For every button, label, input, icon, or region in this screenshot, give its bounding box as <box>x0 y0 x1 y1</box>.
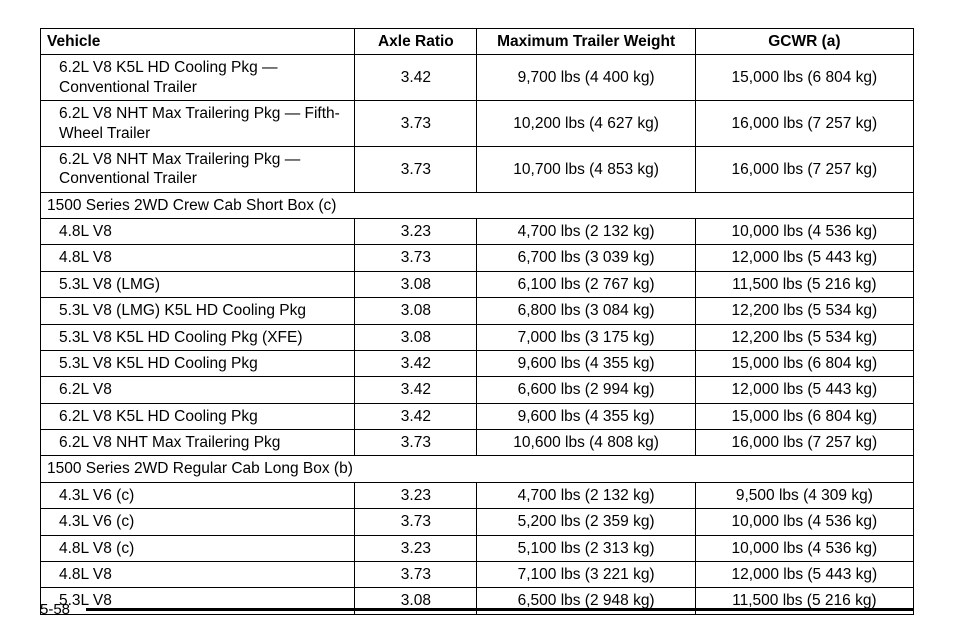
cell-axle: 3.42 <box>355 55 477 101</box>
cell-vehicle: 5.3L V8 K5L HD Cooling Pkg <box>41 350 355 376</box>
cell-gcwr: 16,000 lbs (7 257 kg) <box>695 146 913 192</box>
cell-axle: 3.08 <box>355 324 477 350</box>
cell-gcwr: 9,500 lbs (4 309 kg) <box>695 482 913 508</box>
cell-axle: 3.73 <box>355 561 477 587</box>
table-row: 6.2L V8 K5L HD Cooling Pkg — Conventiona… <box>41 55 914 101</box>
table-row: 4.3L V6 (c)3.735,200 lbs (2 359 kg)10,00… <box>41 509 914 535</box>
cell-vehicle: 6.2L V8 K5L HD Cooling Pkg — Conventiona… <box>41 55 355 101</box>
cell-axle: 3.73 <box>355 101 477 147</box>
cell-vehicle: 6.2L V8 NHT Max Trailering Pkg — Convent… <box>41 146 355 192</box>
cell-axle: 3.73 <box>355 245 477 271</box>
table-row: 4.3L V6 (c)3.234,700 lbs (2 132 kg)9,500… <box>41 482 914 508</box>
cell-gcwr: 10,000 lbs (4 536 kg) <box>695 535 913 561</box>
cell-vehicle: 6.2L V8 <box>41 377 355 403</box>
cell-axle: 3.23 <box>355 535 477 561</box>
header-trailer: Maximum Trailer Weight <box>477 29 695 55</box>
cell-vehicle: 6.2L V8 K5L HD Cooling Pkg <box>41 403 355 429</box>
cell-trailer: 5,200 lbs (2 359 kg) <box>477 509 695 535</box>
cell-trailer: 10,600 lbs (4 808 kg) <box>477 430 695 456</box>
cell-gcwr: 10,000 lbs (4 536 kg) <box>695 509 913 535</box>
cell-trailer: 4,700 lbs (2 132 kg) <box>477 219 695 245</box>
cell-gcwr: 15,000 lbs (6 804 kg) <box>695 403 913 429</box>
table-row: 5.3L V8 K5L HD Cooling Pkg3.429,600 lbs … <box>41 350 914 376</box>
table-row: 4.8L V83.736,700 lbs (3 039 kg)12,000 lb… <box>41 245 914 271</box>
section-label: 1500 Series 2WD Crew Cab Short Box (c) <box>41 192 914 218</box>
cell-axle: 3.23 <box>355 219 477 245</box>
cell-trailer: 6,100 lbs (2 767 kg) <box>477 271 695 297</box>
cell-vehicle: 6.2L V8 NHT Max Trailering Pkg <box>41 430 355 456</box>
section-label: 1500 Series 2WD Regular Cab Long Box (b) <box>41 456 914 482</box>
cell-vehicle: 4.3L V6 (c) <box>41 509 355 535</box>
cell-gcwr: 11,500 lbs (5 216 kg) <box>695 271 913 297</box>
cell-axle: 3.42 <box>355 350 477 376</box>
table-row: 4.8L V8 (c)3.235,100 lbs (2 313 kg)10,00… <box>41 535 914 561</box>
cell-gcwr: 10,000 lbs (4 536 kg) <box>695 219 913 245</box>
header-gcwr: GCWR (a) <box>695 29 913 55</box>
table-row: 6.2L V8 NHT Max Trailering Pkg — Convent… <box>41 146 914 192</box>
header-vehicle: Vehicle <box>41 29 355 55</box>
cell-trailer: 7,100 lbs (3 221 kg) <box>477 561 695 587</box>
cell-vehicle: 5.3L V8 K5L HD Cooling Pkg (XFE) <box>41 324 355 350</box>
cell-vehicle: 6.2L V8 NHT Max Trailering Pkg — Fifth-W… <box>41 101 355 147</box>
table-row: 1500 Series 2WD Regular Cab Long Box (b) <box>41 456 914 482</box>
table-row: 6.2L V8 K5L HD Cooling Pkg3.429,600 lbs … <box>41 403 914 429</box>
cell-gcwr: 15,000 lbs (6 804 kg) <box>695 55 913 101</box>
cell-trailer: 10,700 lbs (4 853 kg) <box>477 146 695 192</box>
cell-gcwr: 15,000 lbs (6 804 kg) <box>695 350 913 376</box>
table-row: 5.3L V8 (LMG) K5L HD Cooling Pkg3.086,80… <box>41 298 914 324</box>
cell-gcwr: 12,200 lbs (5 534 kg) <box>695 298 913 324</box>
cell-vehicle: 4.8L V8 (c) <box>41 535 355 561</box>
table-row: 6.2L V8 NHT Max Trailering Pkg — Fifth-W… <box>41 101 914 147</box>
cell-vehicle: 4.8L V8 <box>41 219 355 245</box>
cell-axle: 3.08 <box>355 271 477 297</box>
table-row: 4.8L V83.737,100 lbs (3 221 kg)12,000 lb… <box>41 561 914 587</box>
cell-trailer: 10,200 lbs (4 627 kg) <box>477 101 695 147</box>
page-footer: 5-58 <box>40 601 914 618</box>
cell-axle: 3.42 <box>355 377 477 403</box>
page: Vehicle Axle Ratio Maximum Trailer Weigh… <box>0 0 954 638</box>
cell-vehicle: 4.8L V8 <box>41 561 355 587</box>
cell-trailer: 6,800 lbs (3 084 kg) <box>477 298 695 324</box>
table-row: 1500 Series 2WD Crew Cab Short Box (c) <box>41 192 914 218</box>
cell-gcwr: 12,200 lbs (5 534 kg) <box>695 324 913 350</box>
cell-axle: 3.42 <box>355 403 477 429</box>
cell-gcwr: 16,000 lbs (7 257 kg) <box>695 101 913 147</box>
cell-vehicle: 5.3L V8 (LMG) <box>41 271 355 297</box>
cell-trailer: 7,000 lbs (3 175 kg) <box>477 324 695 350</box>
page-number: 5-58 <box>40 601 86 618</box>
table-body: 6.2L V8 K5L HD Cooling Pkg — Conventiona… <box>41 55 914 614</box>
header-axle: Axle Ratio <box>355 29 477 55</box>
cell-trailer: 9,600 lbs (4 355 kg) <box>477 350 695 376</box>
cell-trailer: 9,600 lbs (4 355 kg) <box>477 403 695 429</box>
cell-trailer: 9,700 lbs (4 400 kg) <box>477 55 695 101</box>
cell-axle: 3.73 <box>355 509 477 535</box>
cell-axle: 3.73 <box>355 146 477 192</box>
cell-axle: 3.73 <box>355 430 477 456</box>
table-row: 5.3L V8 (LMG)3.086,100 lbs (2 767 kg)11,… <box>41 271 914 297</box>
table-row: 5.3L V8 K5L HD Cooling Pkg (XFE)3.087,00… <box>41 324 914 350</box>
cell-vehicle: 4.3L V6 (c) <box>41 482 355 508</box>
cell-gcwr: 16,000 lbs (7 257 kg) <box>695 430 913 456</box>
cell-gcwr: 12,000 lbs (5 443 kg) <box>695 377 913 403</box>
table-row: 6.2L V8 NHT Max Trailering Pkg3.7310,600… <box>41 430 914 456</box>
cell-trailer: 6,700 lbs (3 039 kg) <box>477 245 695 271</box>
cell-trailer: 6,600 lbs (2 994 kg) <box>477 377 695 403</box>
cell-vehicle: 4.8L V8 <box>41 245 355 271</box>
cell-vehicle: 5.3L V8 (LMG) K5L HD Cooling Pkg <box>41 298 355 324</box>
cell-axle: 3.08 <box>355 298 477 324</box>
table-row: 4.8L V83.234,700 lbs (2 132 kg)10,000 lb… <box>41 219 914 245</box>
cell-axle: 3.23 <box>355 482 477 508</box>
cell-gcwr: 12,000 lbs (5 443 kg) <box>695 561 913 587</box>
footer-rule <box>86 608 914 611</box>
table-header: Vehicle Axle Ratio Maximum Trailer Weigh… <box>41 29 914 55</box>
cell-trailer: 5,100 lbs (2 313 kg) <box>477 535 695 561</box>
cell-gcwr: 12,000 lbs (5 443 kg) <box>695 245 913 271</box>
cell-trailer: 4,700 lbs (2 132 kg) <box>477 482 695 508</box>
towing-table: Vehicle Axle Ratio Maximum Trailer Weigh… <box>40 28 914 615</box>
table-row: 6.2L V83.426,600 lbs (2 994 kg)12,000 lb… <box>41 377 914 403</box>
